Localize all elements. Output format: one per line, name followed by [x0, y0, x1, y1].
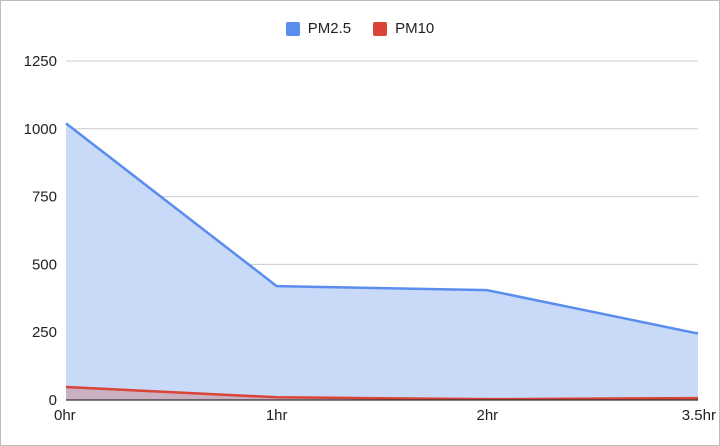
x-tick-label-3: 3.5hr: [682, 407, 716, 424]
legend-label-pm25: PM2.5: [307, 20, 352, 37]
area-pm10[interactable]: [66, 386, 698, 400]
y-tick-label-1000: 1000: [24, 121, 57, 138]
legend-label-pm10: PM10: [395, 20, 435, 37]
y-tick-label-0: 0: [49, 392, 57, 409]
legend-swatch-pm25: [285, 21, 300, 36]
y-tick-label-1250: 1250: [24, 53, 57, 70]
legend-item-pm25[interactable]: PM2.5: [285, 20, 352, 37]
line-pm10[interactable]: [65, 385, 699, 401]
y-tick-label-500: 500: [32, 256, 57, 273]
x-tick-label-1: 1hr: [266, 407, 288, 424]
tick-labels: 0 250 500 750 1000 1250 0hr 1hr 2hr 3.5hr: [24, 53, 716, 424]
series-areas: [66, 123, 698, 400]
legend-swatch-pm10: [373, 21, 388, 36]
legend-item-pm10[interactable]: PM10: [373, 20, 434, 37]
x-tick-label-0: 0hr: [54, 407, 76, 424]
legend: PM2.5 PM10: [1, 20, 719, 37]
area-pm25[interactable]: [66, 123, 698, 400]
x-tick-label-2: 2hr: [476, 407, 498, 424]
line-pm25[interactable]: [65, 122, 699, 335]
series-lines: [65, 122, 699, 401]
y-tick-label-250: 250: [32, 324, 57, 341]
y-tick-label-750: 750: [32, 189, 57, 206]
